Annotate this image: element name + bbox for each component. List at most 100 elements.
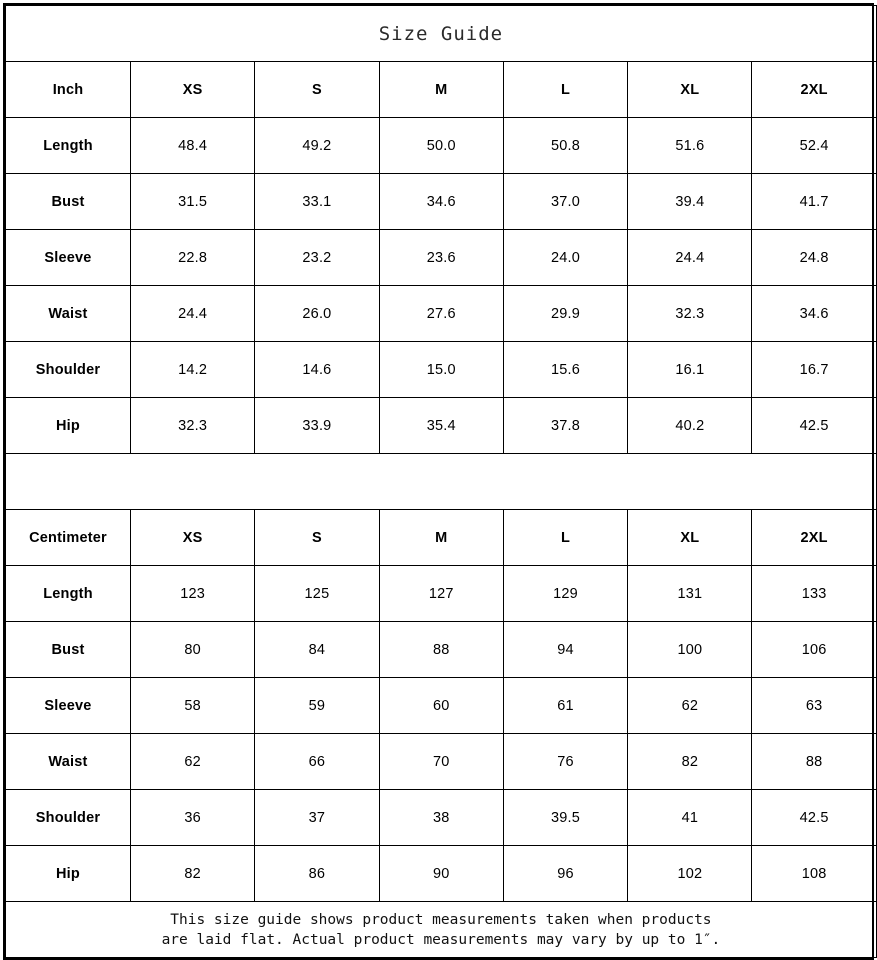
measurement-value: 16.1 [627, 341, 753, 398]
measurement-value: 88 [378, 621, 504, 678]
table-row: Length 123 125 127 129 131 133 [5, 565, 877, 622]
measurement-value: 50.0 [378, 117, 504, 174]
column-header-size: XS [129, 509, 256, 566]
measurement-value: 60 [378, 677, 504, 734]
measurement-label: Bust [5, 621, 131, 678]
measurement-value: 123 [129, 565, 256, 622]
measurement-value: 100 [627, 621, 753, 678]
measurement-label: Shoulder [5, 341, 131, 398]
table-row: Hip 32.3 33.9 35.4 37.8 40.2 42.5 [5, 397, 877, 454]
measurement-value: 39.4 [627, 173, 753, 230]
page-title: Size Guide [378, 22, 504, 45]
measurement-value: 82 [129, 845, 256, 902]
measurement-value: 61 [502, 677, 629, 734]
column-header-size: M [378, 509, 504, 566]
table-row: Length 48.4 49.2 50.0 50.8 51.6 52.4 [5, 117, 877, 174]
table-row: Hip 82 86 90 96 102 108 [5, 845, 877, 902]
measurement-label: Bust [5, 173, 131, 230]
measurement-value: 62 [129, 733, 256, 790]
table-row: Shoulder 14.2 14.6 15.0 15.6 16.1 16.7 [5, 341, 877, 398]
column-header-size: S [254, 509, 380, 566]
measurement-value: 15.6 [502, 341, 629, 398]
measurement-value: 51.6 [627, 117, 753, 174]
column-header-size: XL [627, 61, 753, 118]
measurement-value: 22.8 [129, 229, 256, 286]
column-header-size: 2XL [751, 509, 877, 566]
measurement-value: 32.3 [627, 285, 753, 342]
measurement-value: 102 [627, 845, 753, 902]
measurement-value: 24.4 [627, 229, 753, 286]
measurement-value: 33.1 [254, 173, 380, 230]
footer-note-row: This size guide shows product measuremen… [5, 901, 877, 958]
measurement-label: Shoulder [5, 789, 131, 846]
measurement-value: 26.0 [254, 285, 380, 342]
column-header-size: M [378, 61, 504, 118]
column-header-size: XL [627, 509, 753, 566]
table-row: Shoulder 36 37 38 39.5 41 42.5 [5, 789, 877, 846]
measurement-value: 52.4 [751, 117, 877, 174]
measurement-value: 108 [751, 845, 877, 902]
column-header-size: 2XL [751, 61, 877, 118]
measurement-value: 41 [627, 789, 753, 846]
measurement-label: Hip [5, 397, 131, 454]
column-header-size: S [254, 61, 380, 118]
measurement-value: 94 [502, 621, 629, 678]
table-row: Sleeve 58 59 60 61 62 63 [5, 677, 877, 734]
measurement-value: 40.2 [627, 397, 753, 454]
measurement-value: 88 [751, 733, 877, 790]
table-row: Bust 80 84 88 94 100 106 [5, 621, 877, 678]
measurement-value: 38 [378, 789, 504, 846]
measurement-label: Waist [5, 285, 131, 342]
measurement-label: Hip [5, 845, 131, 902]
title-row: Size Guide [5, 5, 877, 62]
title-cell: Size Guide [5, 5, 877, 62]
measurement-value: 24.4 [129, 285, 256, 342]
measurement-value: 34.6 [751, 285, 877, 342]
measurement-value: 84 [254, 621, 380, 678]
measurement-value: 129 [502, 565, 629, 622]
measurement-value: 66 [254, 733, 380, 790]
measurement-label: Length [5, 565, 131, 622]
table-row: Sleeve 22.8 23.2 23.6 24.0 24.4 24.8 [5, 229, 877, 286]
measurement-value: 15.0 [378, 341, 504, 398]
measurement-value: 42.5 [751, 397, 877, 454]
measurement-value: 82 [627, 733, 753, 790]
column-header-size: L [502, 61, 629, 118]
measurement-value: 24.8 [751, 229, 877, 286]
header-row-centimeter-table: Centimeter XS S M L XL 2XL [5, 509, 877, 566]
table-row: Waist 62 66 70 76 82 88 [5, 733, 877, 790]
measurement-label: Length [5, 117, 131, 174]
footer-note-cell: This size guide shows product measuremen… [5, 901, 877, 958]
measurement-value: 127 [378, 565, 504, 622]
measurement-value: 42.5 [751, 789, 877, 846]
measurement-value: 76 [502, 733, 629, 790]
unit-label-inch-table: Inch [5, 61, 131, 118]
measurement-value: 37 [254, 789, 380, 846]
measurement-value: 70 [378, 733, 504, 790]
measurement-value: 106 [751, 621, 877, 678]
measurement-value: 50.8 [502, 117, 629, 174]
table-spacer-cell [5, 453, 877, 510]
measurement-value: 63 [751, 677, 877, 734]
size-guide-table: Size Guide Inch XS S M L XL 2XL Length 48.4 49.2 50… [5, 5, 877, 958]
measurement-label: Sleeve [5, 229, 131, 286]
measurement-value: 23.6 [378, 229, 504, 286]
measurement-value: 41.7 [751, 173, 877, 230]
measurement-value: 133 [751, 565, 877, 622]
measurement-value: 37.8 [502, 397, 629, 454]
footer-note-text: This size guide shows product measuremen… [161, 911, 721, 948]
measurement-value: 16.7 [751, 341, 877, 398]
measurement-value: 59 [254, 677, 380, 734]
header-row-inch-table: Inch XS S M L XL 2XL [5, 61, 877, 118]
measurement-value: 37.0 [502, 173, 629, 230]
measurement-value: 14.6 [254, 341, 380, 398]
measurement-value: 31.5 [129, 173, 256, 230]
measurement-value: 32.3 [129, 397, 256, 454]
size-guide-panel: Size Guide Inch XS S M L XL 2XL Length 48.4 49.2 50… [3, 3, 877, 960]
table-spacer-row [5, 453, 877, 510]
column-header-size: XS [129, 61, 256, 118]
table-row: Waist 24.4 26.0 27.6 29.9 32.3 34.6 [5, 285, 877, 342]
measurement-value: 96 [502, 845, 629, 902]
column-header-size: L [502, 509, 629, 566]
measurement-value: 14.2 [129, 341, 256, 398]
